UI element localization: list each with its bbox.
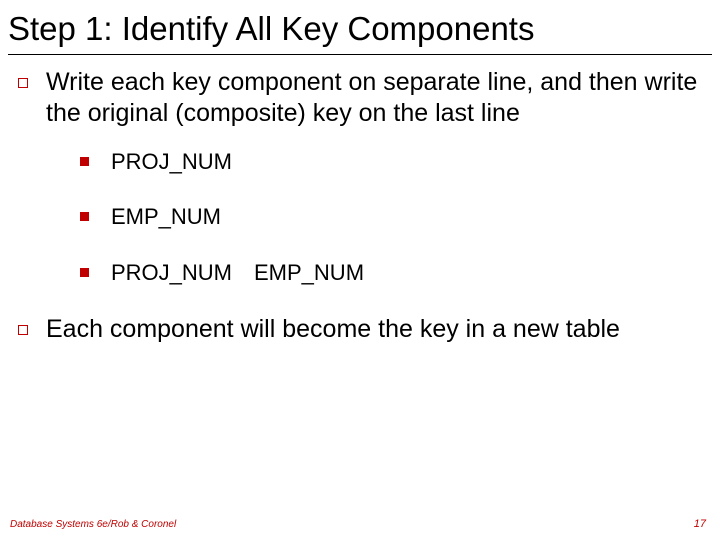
slide-title: Step 1: Identify All Key Components (0, 0, 720, 52)
sub-list-item-text: PROJ_NUM (111, 148, 232, 176)
bullet-outline-icon (18, 325, 28, 335)
footer: Database Systems 6e/Rob & Coronel 17 (10, 518, 706, 530)
sub-list-item: EMP_NUM (80, 203, 702, 231)
sub-list: PROJ_NUM EMP_NUM PROJ_NUM EMP_NUM (18, 148, 702, 287)
list-item: Each component will become the key in a … (18, 314, 702, 345)
page-number: 17 (694, 518, 706, 530)
list-item-text: Write each key component on separate lin… (46, 67, 702, 130)
sub-list-item-text: EMP_NUM (111, 203, 221, 231)
bullet-outline-icon (18, 78, 28, 88)
bullet-fill-icon (80, 268, 89, 277)
sub-list-item: PROJ_NUM EMP_NUM (80, 259, 702, 287)
footer-source: Database Systems 6e/Rob & Coronel (10, 519, 176, 530)
content-area: Write each key component on separate lin… (0, 67, 720, 345)
bullet-fill-icon (80, 157, 89, 166)
slide: Step 1: Identify All Key Components Writ… (0, 0, 720, 540)
list-item: Write each key component on separate lin… (18, 67, 702, 130)
sub-list-item-text: PROJ_NUM EMP_NUM (111, 259, 364, 287)
sub-list-item: PROJ_NUM (80, 148, 702, 176)
list-item-text: Each component will become the key in a … (46, 314, 620, 345)
title-underline (8, 54, 712, 55)
bullet-fill-icon (80, 212, 89, 221)
